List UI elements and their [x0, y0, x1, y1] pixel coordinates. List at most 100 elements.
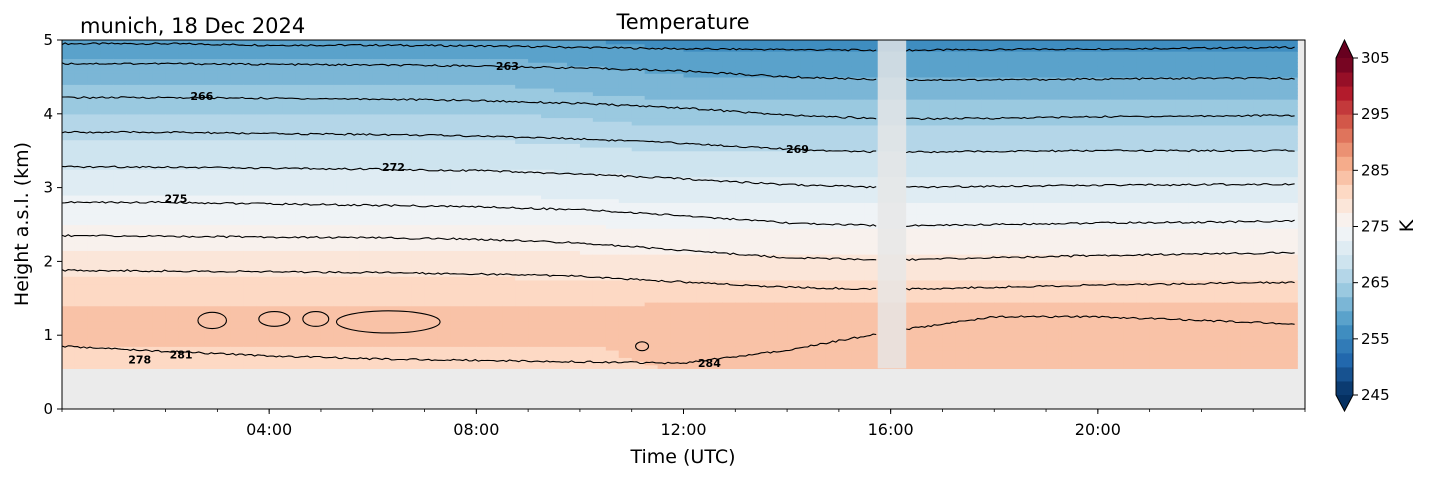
heatmap-cell — [152, 113, 167, 119]
heatmap-cell — [62, 84, 76, 89]
heatmap-cell — [359, 228, 374, 233]
heatmap-cell — [579, 172, 594, 178]
heatmap-cell — [191, 342, 206, 347]
heatmap-cell — [320, 346, 335, 351]
heatmap-cell — [489, 62, 503, 67]
heatmap-cell — [165, 239, 180, 244]
heatmap-cell — [398, 346, 413, 351]
heatmap-cell — [722, 43, 736, 48]
heatmap-cell — [320, 147, 335, 152]
heatmap-cell — [463, 327, 477, 333]
heatmap-cell — [554, 58, 568, 63]
heatmap-cell — [424, 202, 439, 207]
heatmap-cell — [256, 309, 270, 314]
heatmap-cell — [463, 298, 477, 303]
heatmap-cell — [74, 272, 89, 277]
heatmap-cell — [463, 209, 477, 215]
heatmap-cell — [670, 320, 685, 325]
heatmap-cell — [230, 327, 244, 333]
heatmap-cell — [450, 172, 464, 178]
heatmap-cell — [295, 117, 309, 122]
heatmap-cell — [178, 176, 193, 181]
heatmap-cell — [592, 261, 607, 266]
heatmap-cell — [139, 110, 154, 115]
heatmap-cell — [683, 117, 698, 122]
heatmap-cell — [269, 246, 283, 251]
heatmap-cell — [463, 283, 477, 288]
heatmap-cell — [579, 346, 594, 351]
heatmap-cell — [243, 84, 257, 89]
heatmap-cell — [178, 209, 193, 215]
heatmap-cell — [592, 191, 607, 196]
heatmap-cell — [269, 73, 283, 78]
heatmap-cell — [437, 51, 452, 56]
heatmap-cell — [152, 353, 167, 358]
heatmap-cell — [476, 198, 490, 203]
heatmap-cell — [256, 294, 270, 299]
heatmap-cell — [113, 176, 128, 181]
heatmap-cell — [230, 276, 244, 281]
heatmap-cell — [62, 313, 76, 318]
heatmap-cell — [385, 99, 400, 104]
heatmap-cell — [295, 102, 309, 108]
heatmap-cell — [333, 51, 348, 56]
heatmap-cell — [566, 99, 581, 104]
heatmap-cell — [670, 324, 685, 329]
heatmap-cell — [735, 73, 749, 78]
heatmap-cell — [541, 353, 555, 358]
heatmap-cell — [761, 117, 775, 122]
heatmap-cell — [644, 342, 659, 347]
heatmap-cell — [139, 239, 154, 244]
heatmap-cell — [696, 121, 710, 126]
heatmap-cell — [152, 191, 167, 196]
heatmap-cell — [554, 268, 568, 274]
heatmap-cell — [515, 261, 529, 266]
heatmap-cell — [424, 224, 439, 229]
heatmap-cell — [554, 202, 568, 207]
heatmap-cell — [152, 272, 167, 277]
heatmap-cell — [87, 58, 102, 63]
heatmap-cell — [359, 327, 374, 333]
heatmap-cell — [605, 349, 620, 355]
heatmap-cell — [670, 265, 685, 270]
heatmap-cell — [178, 316, 193, 322]
heatmap-cell — [139, 287, 154, 292]
heatmap-cell — [178, 279, 193, 285]
heatmap-cell — [450, 117, 464, 122]
heatmap-cell — [761, 87, 775, 93]
heatmap-cell — [282, 357, 296, 362]
heatmap-cell — [502, 261, 516, 266]
heatmap-cell — [644, 102, 659, 108]
heatmap-cell — [722, 65, 736, 71]
heatmap-cell — [398, 268, 413, 274]
heatmap-cell — [295, 58, 309, 63]
heatmap-cell — [139, 84, 154, 89]
heatmap-cell — [761, 191, 775, 196]
heatmap-cell — [424, 54, 439, 60]
heatmap-cell — [178, 106, 193, 111]
heatmap-cell — [644, 287, 659, 292]
heatmap-cell — [178, 183, 193, 189]
heatmap-cell — [670, 161, 685, 167]
heatmap-cell — [502, 342, 516, 347]
heatmap-cell — [372, 313, 387, 318]
heatmap-cell — [605, 80, 620, 85]
heatmap-cell — [476, 239, 490, 244]
heatmap-cell — [178, 231, 193, 237]
heatmap-cell — [748, 121, 762, 126]
heatmap-cell — [554, 87, 568, 93]
heatmap-cell — [761, 279, 775, 285]
heatmap-cell — [269, 187, 283, 192]
heatmap-cell — [385, 135, 400, 141]
heatmap-cell — [735, 91, 749, 96]
heatmap-cell — [554, 265, 568, 270]
heatmap-cell — [644, 187, 659, 192]
heatmap-cell — [450, 294, 464, 299]
heatmap-cell — [554, 183, 568, 189]
heatmap-cell — [191, 250, 206, 255]
heatmap-cell — [424, 110, 439, 115]
heatmap-cell — [761, 161, 775, 167]
heatmap-cell — [450, 213, 464, 218]
heatmap-cell — [359, 250, 374, 255]
heatmap-cell — [541, 231, 555, 237]
